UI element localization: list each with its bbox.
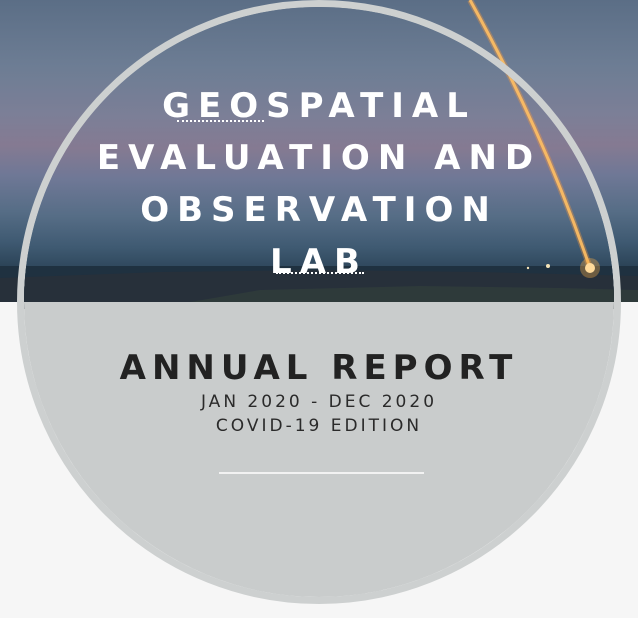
- report-title: ANNUAL REPORT: [119, 348, 519, 388]
- edition-label: COVID-19 EDITION: [215, 416, 423, 436]
- cover-circle: [17, 0, 621, 604]
- circle-lower-panel: [24, 302, 614, 597]
- lab-name: GEOSPATIAL EVALUATION AND OBSERVATION LA…: [0, 80, 638, 288]
- dotted-underline-lab: [276, 272, 364, 274]
- lab-name-line-4: LAB: [270, 242, 368, 282]
- circle-photo: [24, 7, 614, 309]
- report-heading-block: ANNUAL REPORT JAN 2020 - DEC 2020 COVID-…: [0, 346, 638, 438]
- date-range: JAN 2020 - DEC 2020: [200, 392, 438, 412]
- divider-line: [219, 472, 424, 474]
- dotted-underline-geo: [177, 120, 264, 122]
- lab-name-line-1: GEOSPATIAL: [162, 86, 476, 126]
- lab-name-line-3: OBSERVATION: [140, 190, 498, 230]
- lab-name-line-2: EVALUATION AND: [96, 138, 542, 178]
